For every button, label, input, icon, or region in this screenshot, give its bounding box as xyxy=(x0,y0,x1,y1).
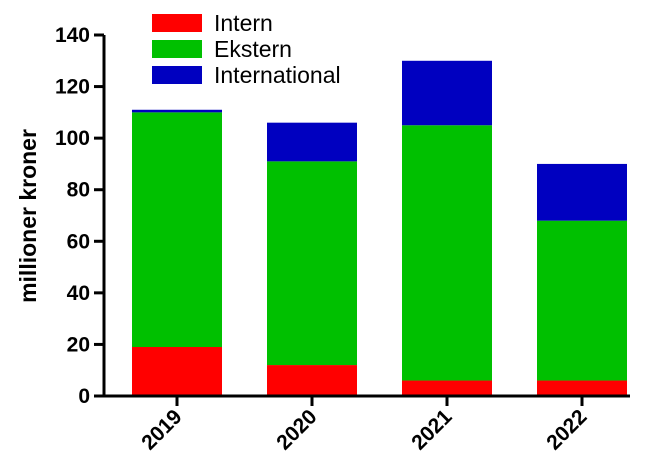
legend-swatch-ekstern xyxy=(152,40,202,58)
bar-2019-international xyxy=(132,109,222,113)
x-tick-label-2022: 2022 xyxy=(542,405,591,454)
legend-label-intern: Intern xyxy=(214,10,273,36)
bar-2022-intern xyxy=(537,380,627,396)
bar-2021-international xyxy=(402,60,492,126)
bar-2020-intern xyxy=(267,365,357,396)
y-tick-label: 20 xyxy=(67,333,90,356)
x-tick-label-2021: 2021 xyxy=(407,405,457,455)
x-tick-label-2020: 2020 xyxy=(272,405,321,454)
y-tick-label: 0 xyxy=(78,385,90,408)
y-tick-label: 120 xyxy=(55,76,90,99)
legend-swatch-international xyxy=(152,66,202,84)
bar-2021-intern xyxy=(402,380,492,396)
bar-2020-ekstern xyxy=(267,161,357,366)
y-tick-label: 140 xyxy=(55,24,90,47)
bar-2020-international xyxy=(267,122,357,162)
legend-label-international: International xyxy=(214,62,341,88)
legend-label-ekstern: Ekstern xyxy=(214,36,292,62)
x-axis: 2019 2020 2021 2022 xyxy=(102,394,630,455)
bar-2021-ekstern xyxy=(402,125,492,381)
legend-swatch-intern xyxy=(152,14,202,32)
bar-2019-ekstern xyxy=(132,112,222,348)
y-axis-title: millioner kroner xyxy=(15,129,41,303)
bar-2019-intern xyxy=(132,347,222,396)
y-tick-label: 80 xyxy=(67,179,90,202)
bars-group xyxy=(132,60,627,396)
bar-2022-ekstern xyxy=(537,220,627,381)
y-axis: 0 20 40 60 80 100 120 140 xyxy=(55,24,106,408)
y-tick-label: 100 xyxy=(55,127,90,150)
x-tick-label-2019: 2019 xyxy=(137,405,186,454)
bar-2022-international xyxy=(537,163,627,221)
y-tick-label: 60 xyxy=(67,230,90,253)
y-tick-label: 40 xyxy=(67,282,90,305)
